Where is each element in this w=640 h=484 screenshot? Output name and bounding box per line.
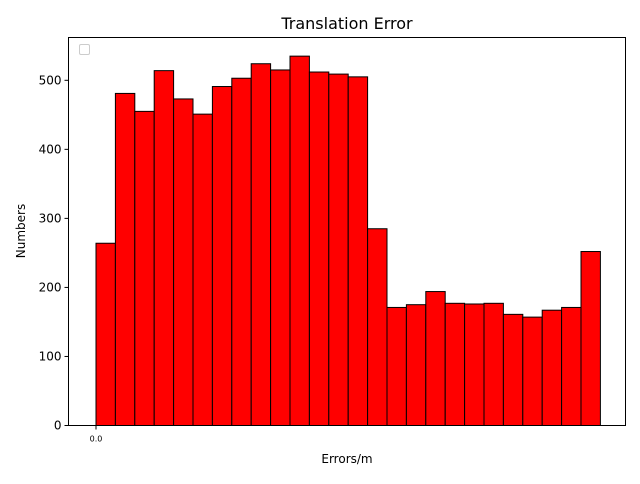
histogram-bar xyxy=(386,306,407,426)
y-tick-label: 0 xyxy=(54,419,62,433)
y-axis-label: Numbers xyxy=(14,204,28,258)
histogram-bar xyxy=(328,73,349,426)
histogram-bar xyxy=(405,304,427,426)
histogram-bar xyxy=(231,77,252,426)
y-axis: 0 100 200 300 400 500 xyxy=(39,73,69,433)
histogram-bar xyxy=(444,302,466,426)
histogram-bar xyxy=(522,316,543,426)
bars-group xyxy=(95,55,601,427)
y-tick-label: 500 xyxy=(39,73,62,87)
histogram-bar xyxy=(367,228,388,426)
histogram-bar xyxy=(95,242,116,426)
x-axis: 0.0 xyxy=(90,425,103,444)
histogram-bar xyxy=(580,251,601,426)
histogram-bar xyxy=(134,110,155,427)
histogram-bar xyxy=(561,306,582,426)
y-tick-label: 400 xyxy=(39,142,62,156)
histogram-bar xyxy=(289,55,310,426)
histogram-bar xyxy=(153,70,175,426)
y-tick-label: 200 xyxy=(39,280,62,294)
histogram-bar xyxy=(114,92,136,426)
histogram-bar xyxy=(483,302,504,426)
histogram-bar xyxy=(308,71,330,427)
x-tick-label: 0.0 xyxy=(90,435,103,444)
histogram-bar xyxy=(173,98,194,426)
histogram-bar xyxy=(211,86,233,427)
histogram-bar xyxy=(250,63,272,426)
histogram-bar xyxy=(270,69,291,426)
x-axis-label: Errors/m xyxy=(321,452,372,466)
histogram-bar xyxy=(347,76,369,426)
y-tick-label: 100 xyxy=(39,349,62,363)
histogram-bar xyxy=(425,291,446,426)
legend-box xyxy=(79,44,90,55)
plot-frame xyxy=(68,37,626,426)
histogram-bar xyxy=(464,303,485,426)
histogram-bar xyxy=(541,309,563,427)
y-tick-label: 300 xyxy=(39,211,62,225)
chart-title: Translation Error xyxy=(280,14,413,33)
histogram-bar xyxy=(192,113,213,426)
histogram-bar xyxy=(502,313,524,427)
